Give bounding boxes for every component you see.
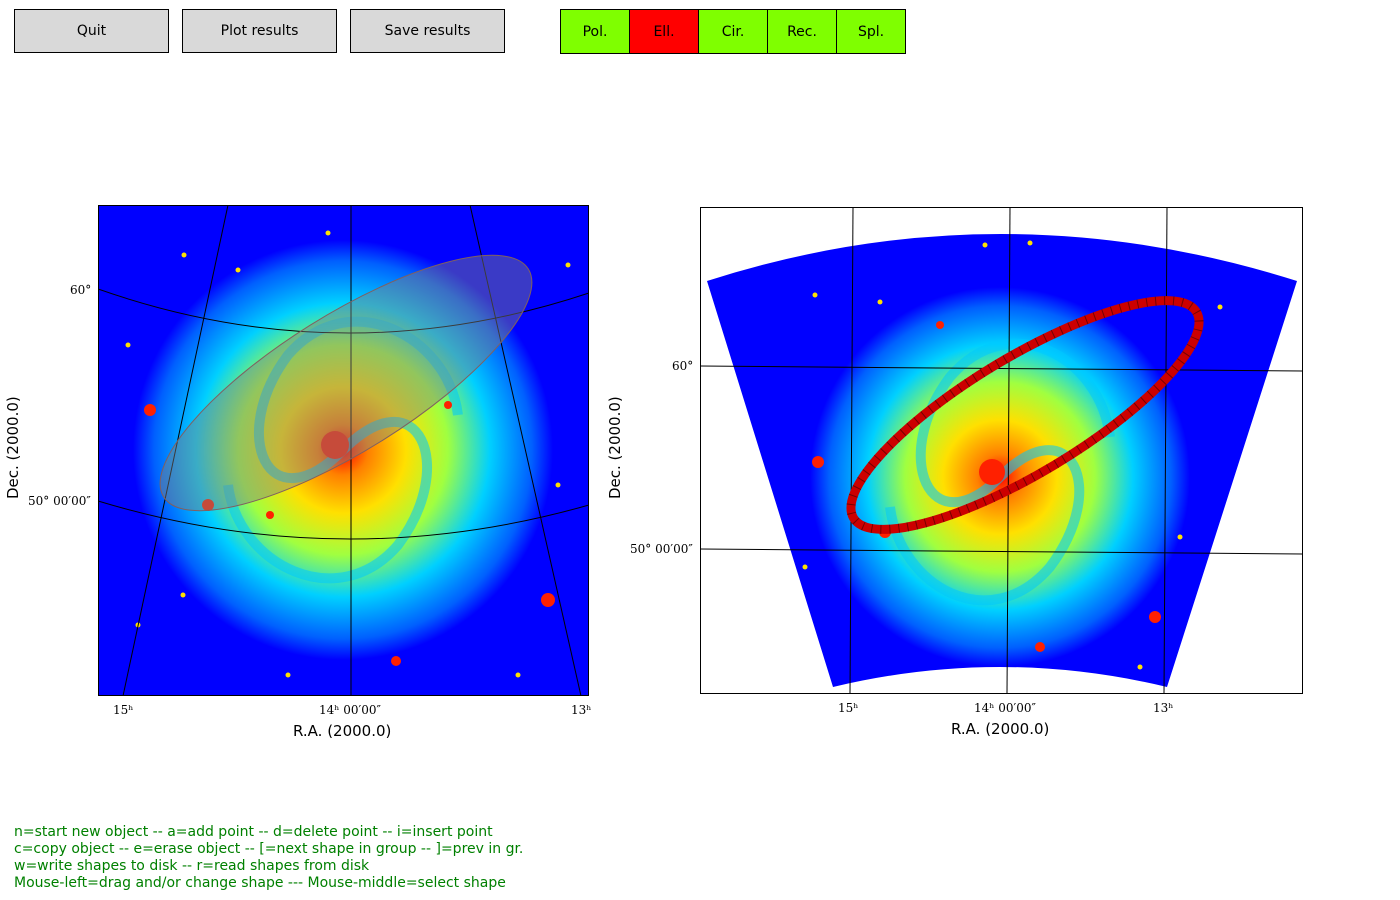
right-yaxis-label: Dec. (2000.0) — [606, 396, 624, 499]
help-line: w=write shapes to disk -- r=read shapes … — [14, 858, 370, 874]
shape-button-polygon[interactable]: Pol. — [560, 9, 630, 54]
left-ellipse-shape[interactable] — [128, 211, 565, 554]
shape-button-spline[interactable]: Spl. — [836, 9, 906, 54]
right-ytick-60: 60° — [672, 359, 694, 373]
shape-button-rectangle[interactable]: Rec. — [767, 9, 837, 54]
left-xtick-14h: 14ʰ 00′00″ — [319, 703, 382, 717]
right-xtick-14h: 14ʰ 00′00″ — [974, 701, 1037, 715]
left-xtick-13h: 13ʰ — [571, 703, 592, 717]
help-line: Mouse-left=drag and/or change shape --- … — [14, 875, 506, 891]
left-yaxis-label: Dec. (2000.0) — [4, 396, 22, 499]
right-galaxy-image[interactable] — [699, 206, 1304, 695]
help-text: n=start new object -- a=add point -- d=d… — [14, 824, 523, 892]
plot-results-button[interactable]: Plot results — [182, 9, 337, 53]
left-ytick-60: 60° — [70, 283, 92, 297]
help-line: c=copy object -- e=erase object -- [=nex… — [14, 841, 524, 857]
right-xtick-15h: 15ʰ — [838, 701, 859, 715]
save-results-button[interactable]: Save results — [350, 9, 505, 53]
shape-selector: Pol. Ell. Cir. Rec. Spl. — [560, 9, 906, 54]
right-ytick-50: 50° 00′00″ — [630, 542, 693, 556]
left-image-panel[interactable] — [98, 205, 589, 696]
right-image-panel[interactable] — [699, 206, 1304, 695]
shape-button-circle[interactable]: Cir. — [698, 9, 768, 54]
right-xtick-13h: 13ʰ — [1153, 701, 1174, 715]
left-ytick-50: 50° 00′00″ — [28, 494, 91, 508]
quit-button[interactable]: Quit — [14, 9, 169, 53]
left-xaxis-label: R.A. (2000.0) — [293, 722, 392, 740]
left-xtick-15h: 15ʰ — [113, 703, 134, 717]
left-galaxy-image[interactable] — [98, 205, 589, 696]
right-xaxis-label: R.A. (2000.0) — [951, 720, 1050, 738]
shape-button-ellipse[interactable]: Ell. — [629, 9, 699, 54]
help-line: n=start new object -- a=add point -- d=d… — [14, 824, 493, 840]
